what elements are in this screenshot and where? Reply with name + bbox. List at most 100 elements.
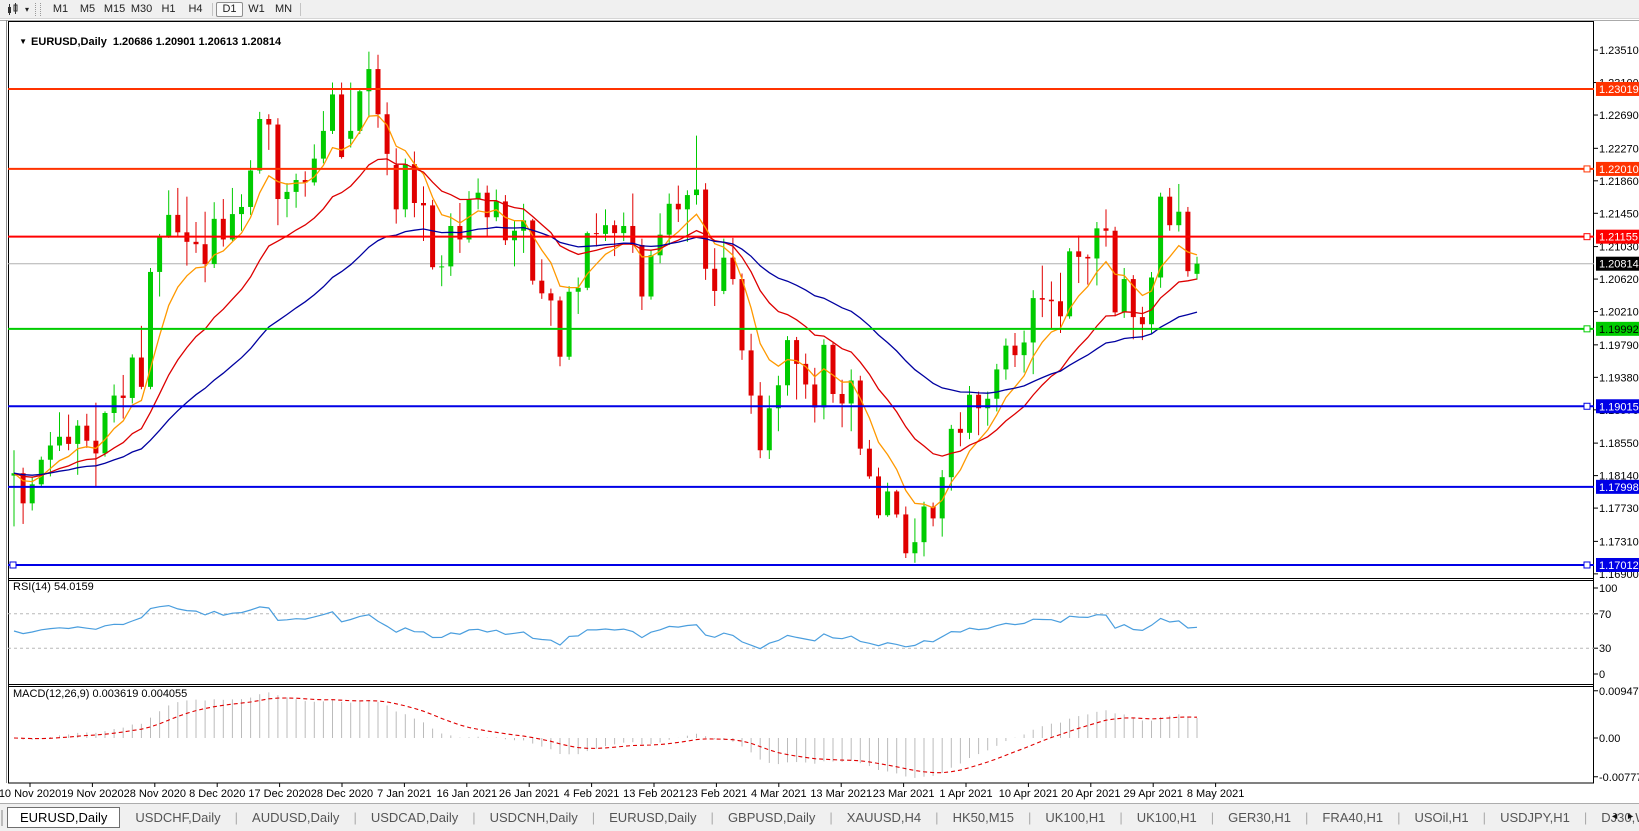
level-drag-handle[interactable] — [1583, 402, 1591, 410]
tab-separator: | — [1482, 810, 1487, 825]
chart-tab-UK100-H1[interactable]: UK100,H1 — [1136, 810, 1197, 825]
bear-candle — [539, 280, 545, 294]
bear-candle — [411, 164, 417, 203]
bear-candle — [639, 244, 645, 297]
level-drag-handle[interactable] — [1583, 325, 1591, 333]
time-tick-label: 26 Jan 2021 — [499, 788, 560, 800]
level-price-label-box — [1596, 321, 1639, 336]
bear-candle — [1112, 230, 1118, 313]
tab-separator: | — [710, 810, 714, 825]
bear-candle — [593, 233, 599, 235]
chart-tab-XAUUSD-H4[interactable]: XAUUSD,H4 — [846, 810, 922, 825]
toolbar-grip[interactable] — [35, 2, 42, 16]
bull-candle — [239, 206, 244, 215]
candlestick-chart-icon — [8, 2, 18, 15]
bear-candle — [66, 436, 72, 444]
level-1.23019: 1.23019 — [8, 81, 1639, 96]
bull-candle — [11, 473, 17, 476]
chart-tab-USOil-H1[interactable]: USOil,H1 — [1414, 810, 1469, 825]
bear-candle — [930, 506, 936, 519]
tab-separator: | — [234, 810, 239, 825]
bull-candle — [566, 291, 572, 357]
price-tick-label: 1.22690 — [1599, 110, 1639, 122]
price-tick-label: 1.19790 — [1599, 340, 1639, 352]
chart-tab-USDCHF-Daily[interactable]: USDCHF,Daily — [135, 810, 221, 825]
timeframe-button-M5[interactable]: M5 — [79, 2, 96, 15]
tab-scroll-left-arrow-icon[interactable]: ◄ — [1610, 811, 1620, 821]
bear-candle — [803, 363, 809, 385]
bear-candle — [857, 380, 863, 449]
bull-candle — [47, 445, 53, 460]
timeframe-button-M1[interactable]: M1 — [52, 2, 69, 15]
bull-candle — [348, 130, 354, 139]
level-drag-handle[interactable] — [1583, 561, 1591, 569]
bull-candle — [785, 340, 790, 386]
bear-candle — [93, 440, 99, 454]
chart-tab-UK100-H1[interactable]: UK100,H1 — [1045, 810, 1106, 825]
time-tick-label: 8 May 2021 — [1187, 788, 1244, 800]
chart-tab-GBPUSD-Daily[interactable]: GBPUSD,Daily — [727, 810, 816, 825]
candlesticks — [11, 51, 1200, 563]
bear-candle — [839, 393, 845, 404]
bear-candle — [1012, 345, 1018, 356]
chart-tab-HK50-M15[interactable]: HK50,M15 — [952, 810, 1014, 825]
chart-type-dropdown-caret[interactable]: ▾ — [25, 4, 30, 14]
tab-scroll-right-arrow-icon[interactable]: ► — [1626, 811, 1635, 821]
timeframe-button-W1[interactable]: W1 — [248, 2, 265, 15]
bear-candle — [339, 94, 345, 158]
level-drag-handle[interactable] — [1583, 165, 1591, 173]
chart-type-icon[interactable] — [3, 2, 25, 17]
chart-tab-EURUSD-Daily[interactable]: EURUSD,Daily — [609, 810, 697, 825]
chart-tab-FRA40-H1[interactable]: FRA40,H1 — [1322, 810, 1384, 825]
tab-scroll-arrows: ◄ ► — [1610, 811, 1635, 821]
bear-candle — [630, 225, 636, 245]
bull-candle — [1094, 228, 1100, 259]
chart-ohlc-values: 1.20686 1.20901 1.20613 1.20814 — [112, 36, 282, 48]
price-tick-label: 1.18550 — [1599, 438, 1639, 450]
bear-candle — [193, 241, 199, 245]
time-tick-label: 20 Apr 2021 — [1061, 788, 1120, 800]
timeframe-button-H4[interactable]: H4 — [188, 2, 203, 15]
tabbar-grip[interactable] — [1, 809, 3, 826]
level-price-label: 1.19015 — [1599, 401, 1639, 413]
bull-candle — [694, 189, 699, 196]
level-drag-handle[interactable] — [9, 561, 17, 569]
bear-candle — [866, 448, 872, 477]
bear-candle — [812, 384, 818, 408]
bear-candle — [903, 514, 909, 554]
timeframe-button-H1[interactable]: H1 — [161, 2, 176, 15]
level-1.17998: 1.17998 — [8, 479, 1639, 494]
chart-tab-USDJPY-H1[interactable]: USDJPY,H1 — [1500, 810, 1570, 825]
bear-candle — [1130, 279, 1136, 318]
bear-candle — [84, 425, 90, 441]
timeframe-button-M15[interactable]: M15 — [103, 2, 126, 15]
chart-tab-AUDUSD-Daily[interactable]: AUDUSD,Daily — [252, 810, 340, 825]
bear-candle — [275, 124, 281, 200]
bull-candle — [166, 214, 172, 238]
bear-candle — [1185, 211, 1191, 272]
chart-tab-USDCNH-Daily[interactable]: USDCNH,Daily — [489, 810, 578, 825]
ema-slow-line — [13, 226, 1198, 476]
chart-tab-GER30-H1[interactable]: GER30,H1 — [1228, 810, 1291, 825]
bear-candle — [1139, 317, 1145, 325]
price-tick-label: 1.19380 — [1599, 372, 1639, 384]
bull-candle — [912, 542, 918, 554]
chart-tab-USDCAD-Daily[interactable]: USDCAD,Daily — [370, 810, 459, 825]
collapse-caret-icon[interactable]: ▼ — [19, 37, 28, 46]
timeframe-button-MN[interactable]: MN — [274, 2, 293, 15]
bear-candle — [712, 268, 718, 291]
chart-tab-EURUSD-Daily[interactable]: EURUSD,Daily — [7, 807, 121, 828]
level-drag-handle[interactable] — [1583, 233, 1591, 241]
panel-borders — [8, 21, 1594, 784]
time-tick-label: 23 Mar 2021 — [873, 788, 935, 800]
bull-candle — [621, 225, 627, 234]
chart-tab-DJ30-Weekly[interactable]: DJ30,Weekly — [1601, 810, 1639, 825]
timeframe-button-D1[interactable]: D1 — [216, 1, 244, 17]
bear-candle — [20, 473, 26, 504]
price-chart-canvas: 1.235101.231001.226901.222701.218601.214… — [0, 20, 1639, 800]
bull-candle — [967, 394, 972, 433]
bull-candle — [330, 94, 335, 131]
bull-candle — [402, 164, 408, 210]
timeframe-button-M30[interactable]: M30 — [130, 2, 153, 15]
